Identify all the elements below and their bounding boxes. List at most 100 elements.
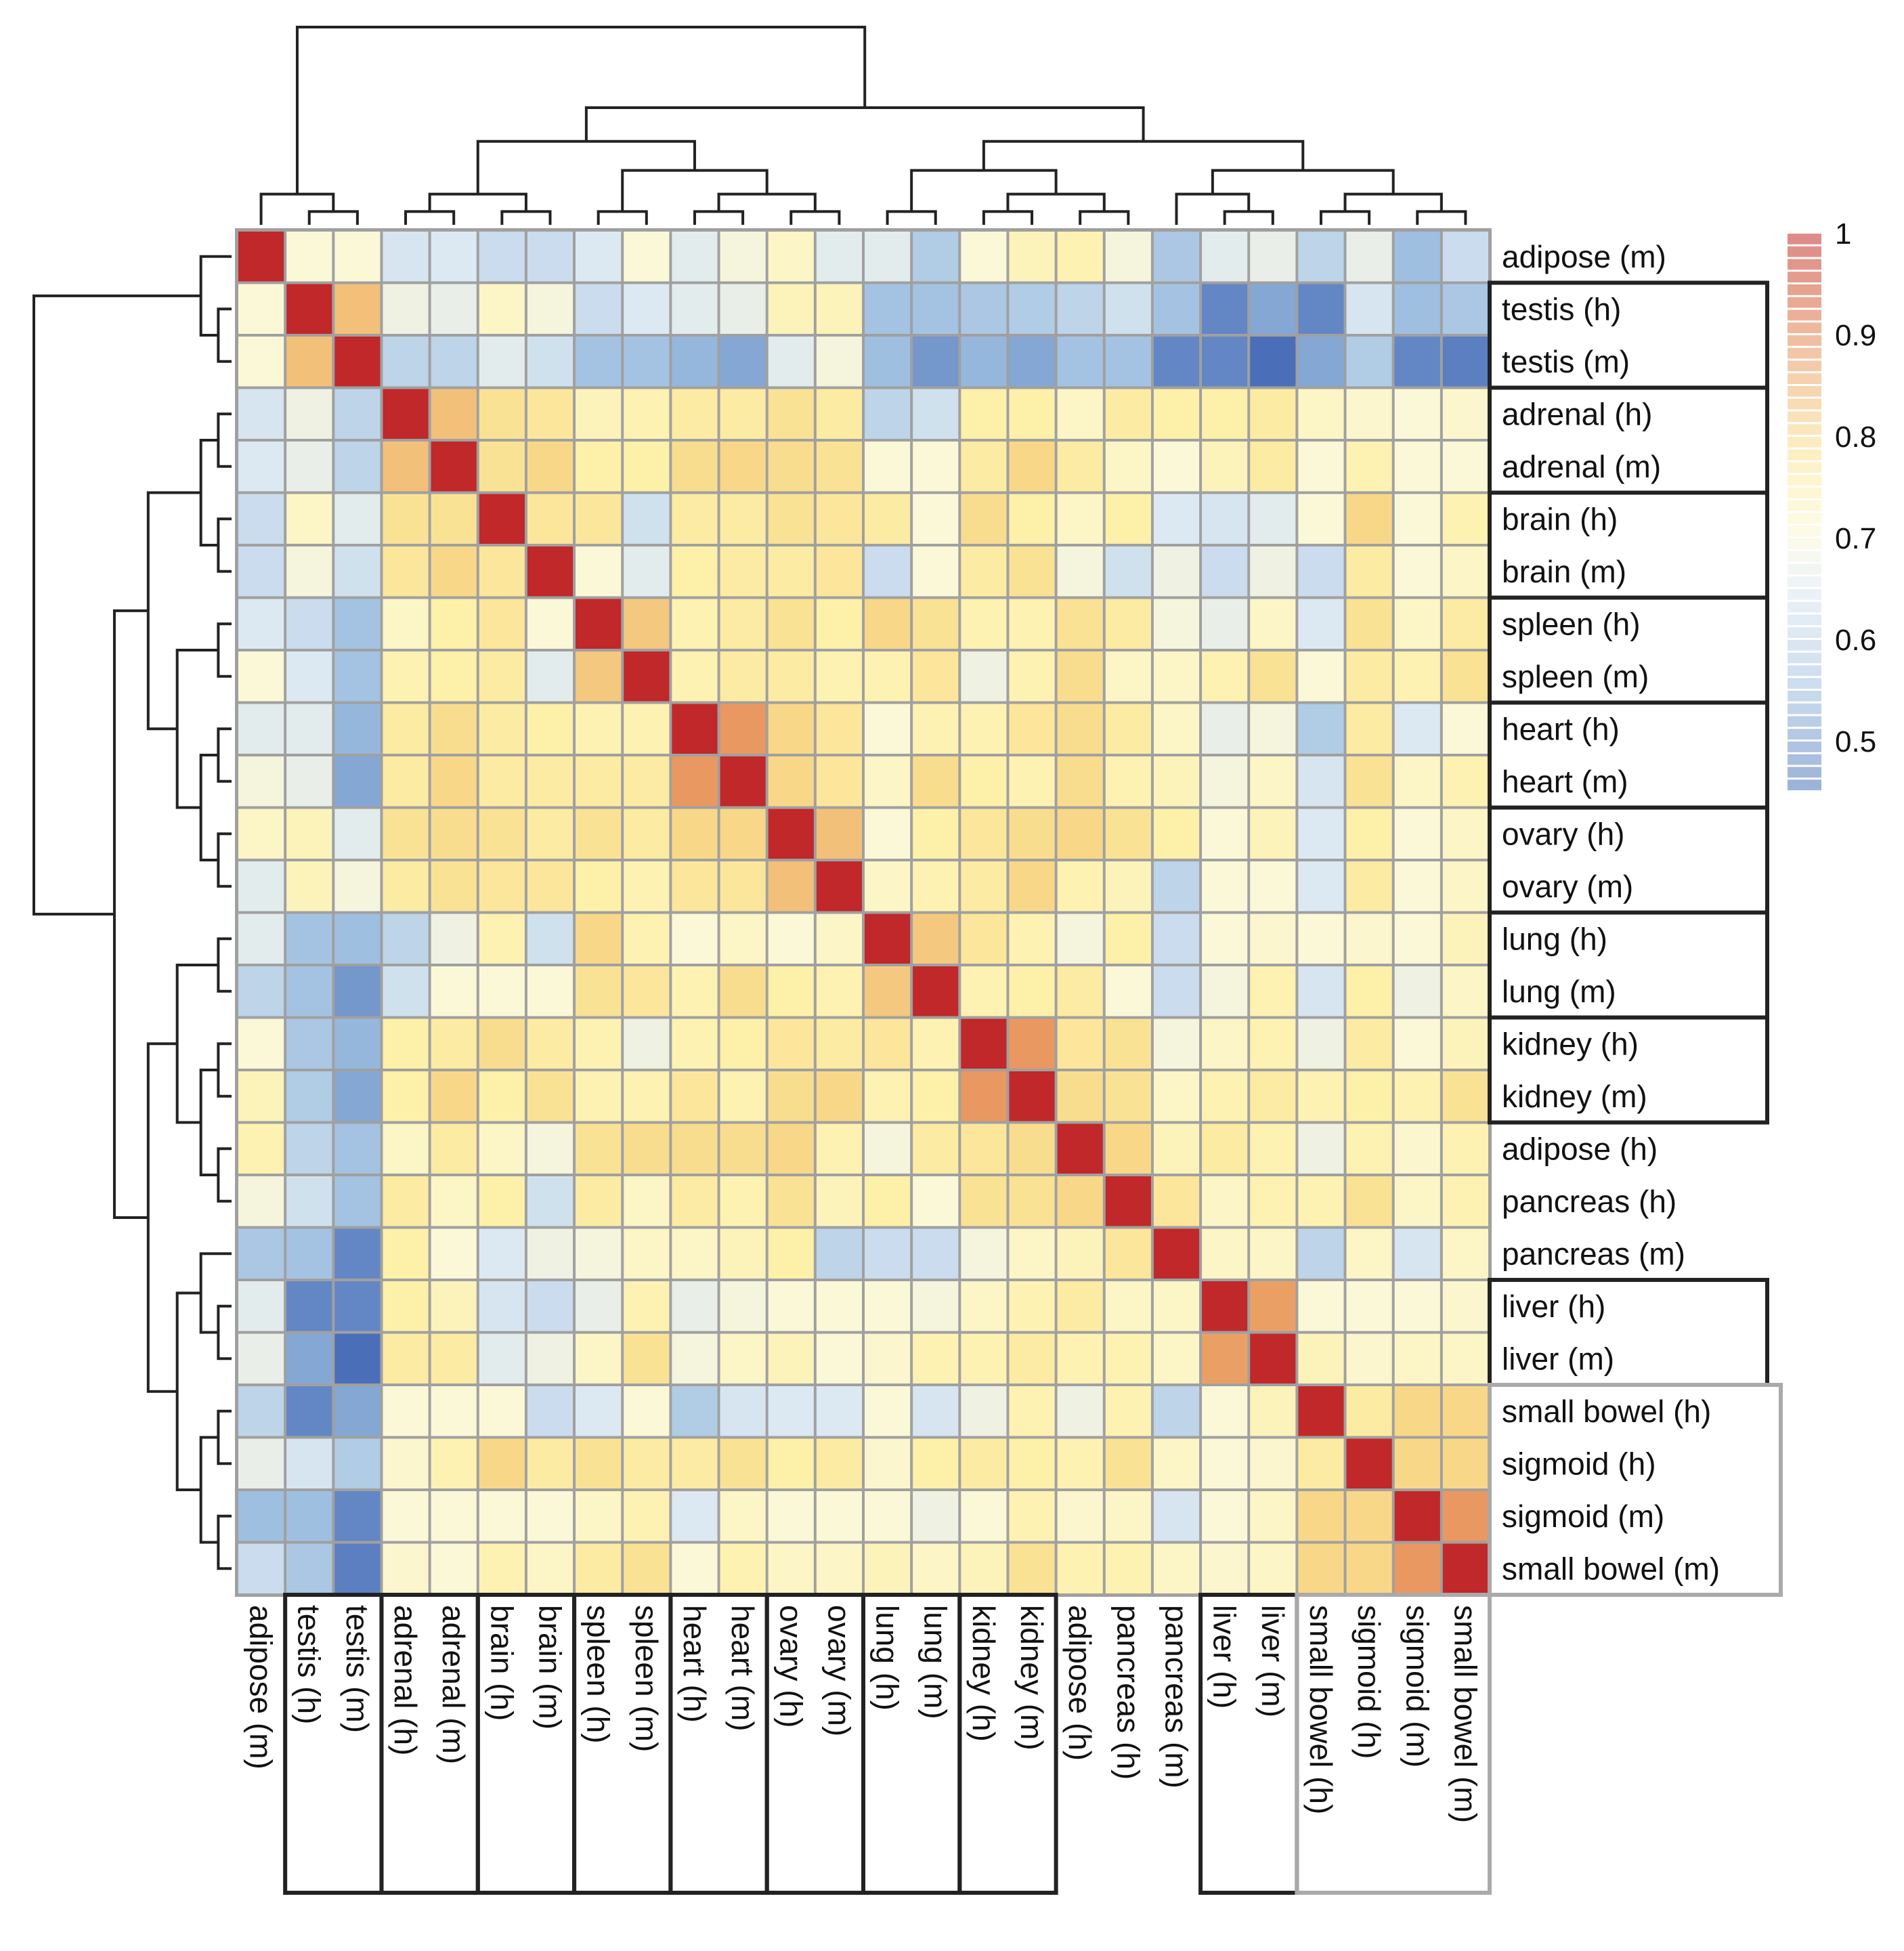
heatmap-cell [1153,599,1200,649]
heatmap-cell [720,1281,766,1331]
heatmap-cell [720,861,766,912]
heatmap-cell [1057,232,1103,282]
heatmap-cell [431,1438,477,1488]
heatmap-cell [334,861,381,912]
heatmap-cell [1394,704,1440,754]
heatmap-cell [720,494,766,544]
heatmap-cell [1009,1281,1055,1331]
heatmap-cell [334,1176,381,1226]
heatmap-cell [1298,1281,1344,1331]
heatmap-cell [961,1386,1007,1436]
column-label: ovary (h) [773,1605,808,1728]
heatmap-cell [1298,1491,1344,1541]
row-dendrogram-branch [217,307,232,363]
heatmap-cell [865,1333,911,1384]
heatmap-cell [1298,756,1344,807]
heatmap-cell [1346,1228,1392,1279]
heatmap-cell [1202,1228,1248,1279]
heatmap-cell [1153,337,1200,387]
heatmap-cell [238,1543,284,1593]
heatmap-cell [672,1491,718,1541]
heatmap-cell [913,704,959,754]
column-dendrogram-branch [717,192,817,212]
heatmap-cell [383,1123,429,1174]
heatmap-cell [334,546,381,597]
heatmap-cell [1250,232,1296,282]
colorbar-segment [1788,373,1821,384]
heatmap-cell [1394,1019,1440,1069]
heatmap-cell [576,914,622,964]
heatmap-cell [1346,1123,1392,1174]
heatmap-cell [527,1491,574,1541]
heatmap-cell [334,651,381,702]
heatmap-cell [865,1071,911,1121]
heatmap-cell [1442,1386,1488,1436]
heatmap-cell [624,1491,670,1541]
heatmap-cell [1105,442,1151,492]
heatmap-cell [1202,914,1248,964]
column-dendrogram-branch [789,210,841,225]
heatmap-cell [1009,389,1055,439]
heatmap-cell [286,232,332,282]
row-label: sigmoid (h) [1502,1446,1656,1481]
colorbar-tick-label: 1 [1835,217,1851,251]
heatmap-cell [527,1281,574,1331]
heatmap-cell [961,1543,1007,1593]
heatmap-cell [431,651,477,702]
row-dendrogram-branch [217,1409,232,1465]
row-label: brain (m) [1502,554,1626,589]
heatmap-cell [479,651,525,702]
colorbar-segment [1788,488,1821,498]
row-label: brain (h) [1502,501,1618,536]
heatmap-cell [479,1386,525,1436]
heatmap-cell [1153,1491,1200,1541]
heatmap-cell [816,1071,862,1121]
heatmap-cell [768,232,814,282]
colorbar-segment [1788,691,1821,702]
heatmap-cell [1298,966,1344,1016]
heatmap-cell [1298,494,1344,544]
row-label: liver (h) [1502,1289,1605,1324]
heatmap-cell [624,494,670,544]
column-label: spleen (h) [581,1605,616,1744]
row-label: testis (h) [1502,291,1621,326]
heatmap-cell [720,704,766,754]
heatmap-cell [479,704,525,754]
heatmap-cell [479,861,525,912]
heatmap-cell [479,1491,525,1541]
heatmap-cell [238,1019,284,1069]
heatmap-cell [286,1281,332,1331]
heatmap-cell [816,494,862,544]
column-label: adipose (h) [1062,1605,1098,1761]
heatmap-cell [238,284,284,334]
heatmap-cell [238,442,284,492]
row-label: liver (m) [1502,1341,1614,1376]
heatmap-cell [286,1228,332,1279]
heatmap-cell [1250,1019,1296,1069]
row-dendrogram-branch [175,1291,201,1491]
colorbar-segment [1788,589,1821,600]
heatmap-cell [238,1071,284,1121]
heatmap-cell [865,704,911,754]
heatmap-cell [1202,1019,1248,1069]
column-group-box [957,1593,1058,1895]
heatmap-cell [383,284,429,334]
heatmap-cell [768,389,814,439]
heatmap-cell [431,966,477,1016]
heatmap-cell [1298,1543,1344,1593]
heatmap-cell [383,1543,429,1593]
heatmap-cell [1394,546,1440,597]
colorbar-tick-label: 0.6 [1835,624,1876,657]
heatmap-cell [720,442,766,492]
heatmap-cell [1153,1123,1200,1174]
heatmap-cell [1346,389,1392,439]
heatmap-cell [479,1438,525,1488]
heatmap-cell [286,1176,332,1226]
row-dendrogram-branch [199,439,219,546]
heatmap-cell [1442,756,1488,807]
colorbar-segment [1788,297,1821,308]
column-dendrogram-branch [500,210,552,225]
heatmap-cell [913,1123,959,1174]
heatmap-cell [1394,337,1440,387]
heatmap-cell [383,1333,429,1384]
